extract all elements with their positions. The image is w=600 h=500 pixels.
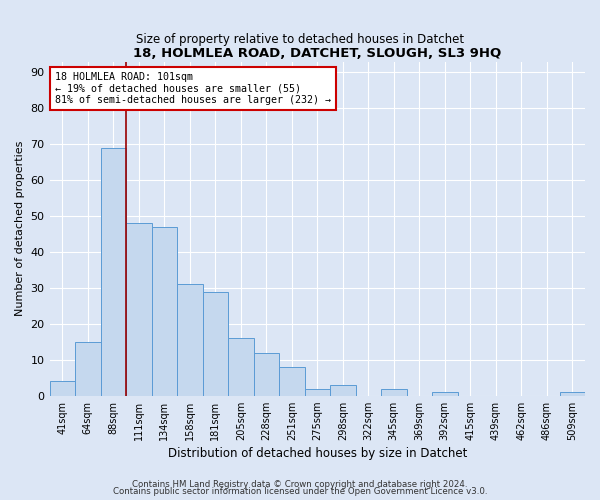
Bar xyxy=(75,342,101,396)
Bar xyxy=(126,224,152,396)
Text: Contains public sector information licensed under the Open Government Licence v3: Contains public sector information licen… xyxy=(113,487,487,496)
Bar xyxy=(177,284,203,396)
Bar xyxy=(305,388,330,396)
Bar xyxy=(560,392,585,396)
Bar xyxy=(279,367,305,396)
Bar xyxy=(101,148,126,396)
Bar xyxy=(228,338,254,396)
Bar xyxy=(50,382,75,396)
Bar xyxy=(432,392,458,396)
Text: 18 HOLMLEA ROAD: 101sqm
← 19% of detached houses are smaller (55)
81% of semi-de: 18 HOLMLEA ROAD: 101sqm ← 19% of detache… xyxy=(55,72,331,105)
Bar xyxy=(203,292,228,396)
Bar xyxy=(381,388,407,396)
X-axis label: Distribution of detached houses by size in Datchet: Distribution of detached houses by size … xyxy=(167,447,467,460)
Text: Contains HM Land Registry data © Crown copyright and database right 2024.: Contains HM Land Registry data © Crown c… xyxy=(132,480,468,489)
Bar xyxy=(330,385,356,396)
Y-axis label: Number of detached properties: Number of detached properties xyxy=(15,141,25,316)
Title: 18, HOLMLEA ROAD, DATCHET, SLOUGH, SL3 9HQ: 18, HOLMLEA ROAD, DATCHET, SLOUGH, SL3 9… xyxy=(133,48,502,60)
Bar xyxy=(254,352,279,396)
Text: Size of property relative to detached houses in Datchet: Size of property relative to detached ho… xyxy=(136,32,464,46)
Bar xyxy=(152,227,177,396)
